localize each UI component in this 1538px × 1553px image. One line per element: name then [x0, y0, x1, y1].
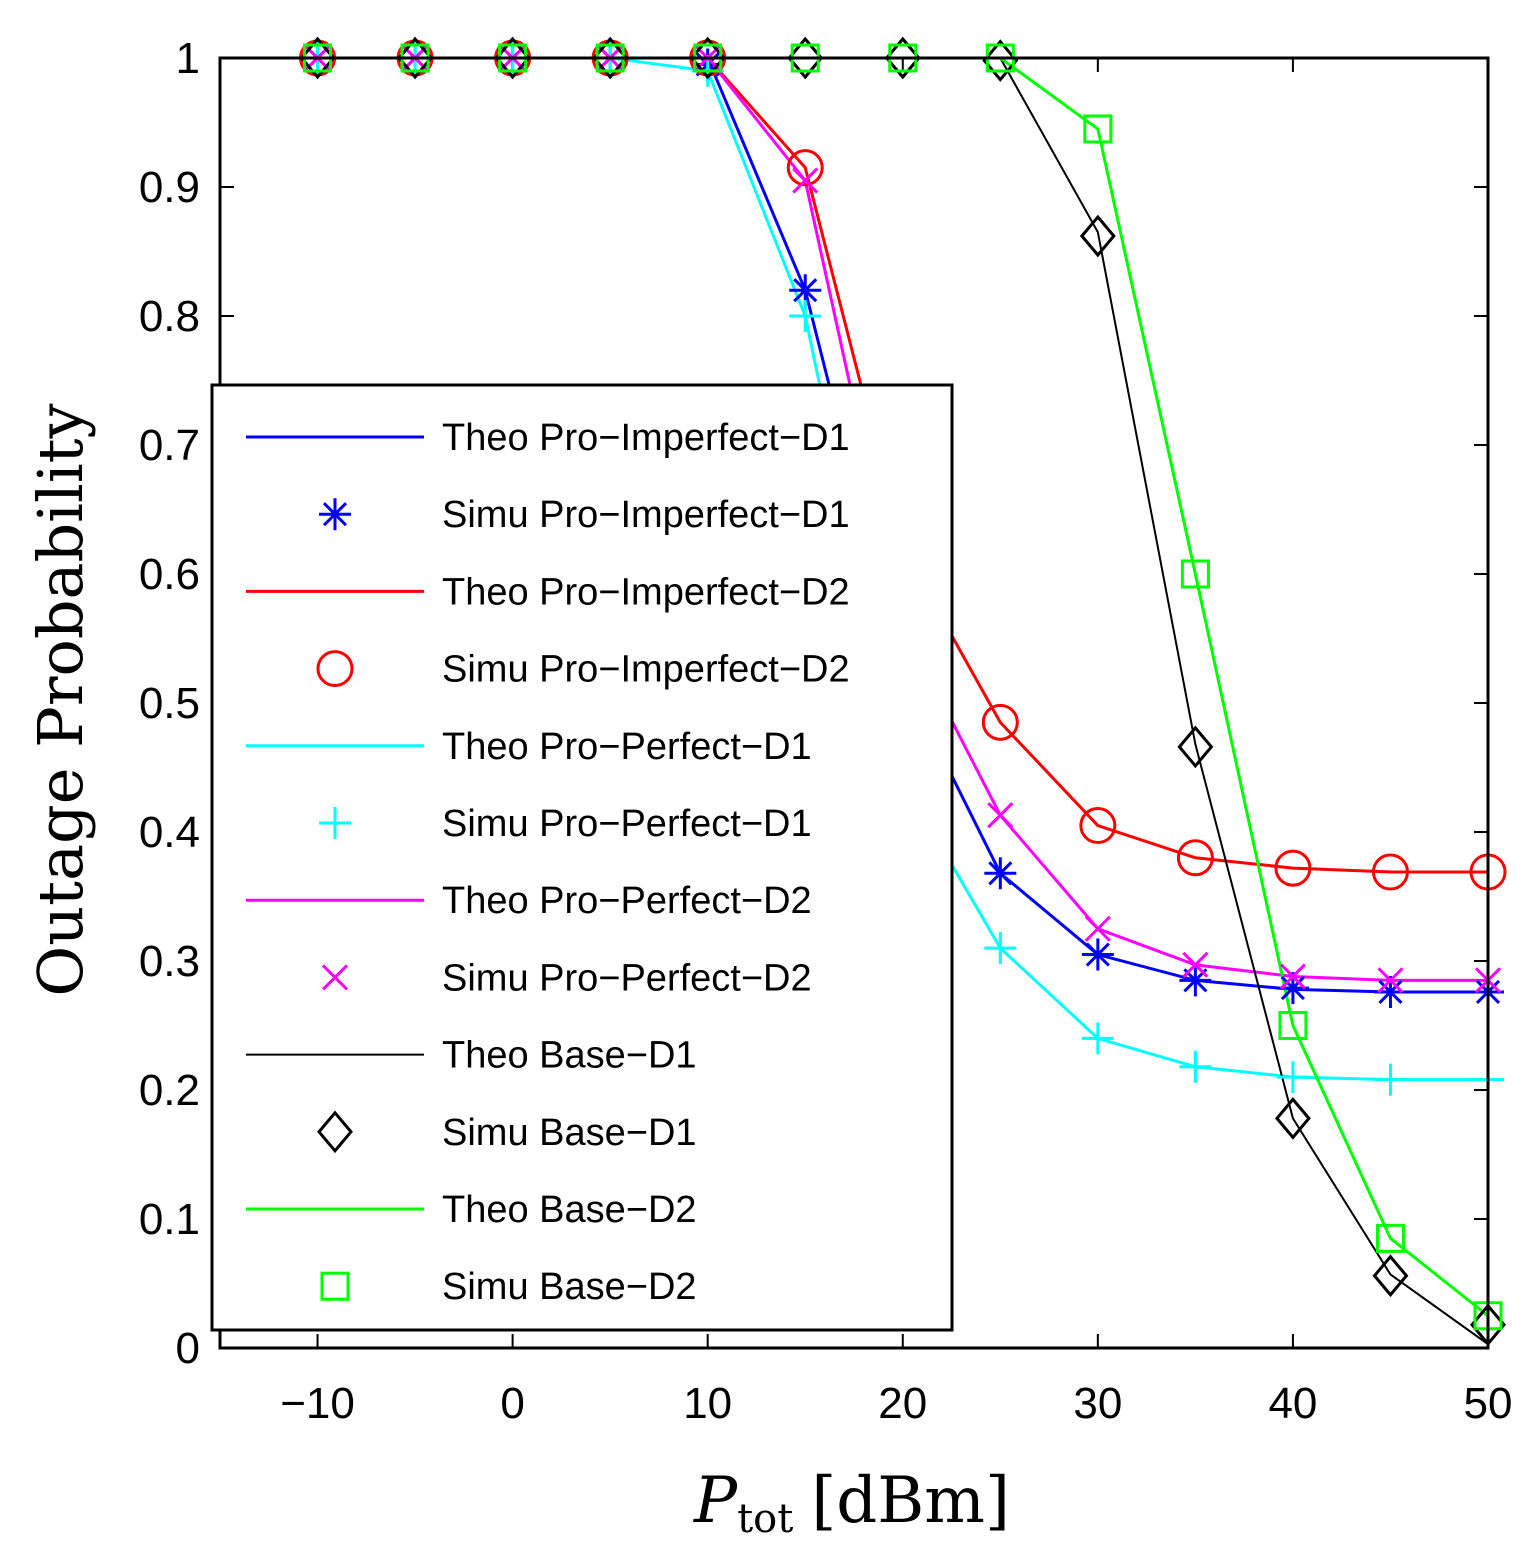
data-point-simu-pro-perfect-d1	[1081, 1022, 1114, 1055]
x-tick-label: 40	[1268, 1379, 1317, 1428]
data-point-simu-base-d1	[689, 36, 726, 80]
series-line-theo-base-d2	[220, 58, 1488, 1317]
y-tick-label: 0.2	[139, 1066, 200, 1115]
data-point-simu-pro-perfect-d2	[1377, 967, 1404, 994]
data-point-simu-pro-imperfect-d1	[1179, 964, 1212, 997]
data-point-simu-base-d1	[1177, 725, 1214, 769]
x-tick-label: 20	[878, 1379, 927, 1428]
x-axis-title-sub: tot	[737, 1496, 793, 1542]
x-axis-title-main: P	[693, 1464, 738, 1538]
x-tick-label: −10	[280, 1379, 355, 1428]
legend-label-theo-pro-imperfect-d2: Theo Pro−Imperfect−D2	[442, 571, 850, 613]
data-point-simu-pro-perfect-d2	[1279, 963, 1306, 990]
data-point-simu-pro-perfect-d1	[1374, 1063, 1407, 1096]
y-tick-label: 0.7	[139, 421, 200, 470]
data-point-simu-base-d1	[982, 39, 1019, 82]
series-line-theo-base-d1	[220, 58, 1488, 1345]
data-point-simu-pro-imperfect-d1	[1081, 938, 1114, 971]
data-point-simu-pro-imperfect-d1	[789, 274, 822, 307]
x-tick-label: 30	[1073, 1379, 1122, 1428]
legend-label-theo-base-d2: Theo Base−D2	[442, 1189, 697, 1231]
data-point-simu-base-d1	[1274, 1097, 1311, 1140]
data-point-simu-base-d1	[1079, 214, 1116, 258]
legend-label-simu-pro-perfect-d1: Simu Pro−Perfect−D1	[442, 803, 812, 845]
data-point-simu-pro-perfect-d2	[1182, 951, 1209, 978]
data-point-simu-pro-imperfect-d2	[1274, 849, 1312, 887]
x-tick-label: 50	[1464, 1379, 1513, 1428]
data-point-simu-pro-perfect-d1	[1276, 1061, 1309, 1094]
legend-label-simu-base-d2: Simu Base−D2	[442, 1266, 697, 1308]
data-point-simu-base-d2	[1278, 1011, 1308, 1040]
data-point-simu-base-d1	[592, 36, 629, 80]
legend-label-simu-pro-imperfect-d2: Simu Pro−Imperfect−D2	[442, 649, 850, 691]
legend-label-simu-pro-imperfect-d1: Simu Pro−Imperfect−D1	[442, 494, 850, 536]
data-point-simu-base-d1	[884, 36, 921, 80]
legend-label-simu-pro-perfect-d2: Simu Pro−Perfect−D2	[442, 957, 812, 999]
data-point-simu-pro-perfect-d2	[987, 802, 1014, 829]
data-point-simu-pro-imperfect-d1	[984, 857, 1017, 890]
legend-label-theo-pro-perfect-d2: Theo Pro−Perfect−D2	[442, 880, 812, 922]
data-point-simu-base-d1	[494, 36, 531, 80]
data-point-simu-base-d2	[1375, 1223, 1405, 1253]
data-point-simu-pro-perfect-d2	[792, 167, 819, 194]
data-point-simu-pro-imperfect-d2	[1079, 807, 1117, 845]
y-tick-label: 0.1	[139, 1195, 200, 1244]
y-tick-label: 0.4	[139, 808, 200, 857]
y-axis-title: Outage Probability	[24, 403, 97, 996]
data-point-simu-pro-imperfect-d1	[1374, 975, 1407, 1008]
y-tick-label: 0	[176, 1324, 200, 1373]
data-point-simu-pro-imperfect-d2	[786, 149, 824, 187]
legend-label-theo-pro-imperfect-d1: Theo Pro−Imperfect−D1	[442, 417, 850, 459]
x-axis-title: Ptot [dBm]	[693, 1464, 1010, 1542]
y-tick-label: 1	[176, 34, 200, 83]
x-tick-label: 10	[683, 1379, 732, 1428]
data-point-simu-pro-perfect-d1	[1179, 1050, 1212, 1083]
data-point-simu-base-d2	[1180, 559, 1210, 589]
legend-label-simu-base-d1: Simu Base−D1	[442, 1112, 697, 1154]
x-tick-label: 0	[500, 1379, 524, 1428]
data-point-simu-base-d1	[299, 36, 336, 80]
legend-label-theo-base-d1: Theo Base−D1	[442, 1035, 697, 1077]
legend-swatch-simu-pro-imperfect-d2	[316, 650, 354, 688]
y-tick-label: 0.8	[139, 292, 200, 341]
legend-label-theo-pro-perfect-d1: Theo Pro−Perfect−D1	[442, 726, 812, 768]
data-point-simu-pro-perfect-d1	[789, 300, 822, 332]
legend-swatch-simu-pro-perfect-d1	[319, 807, 351, 839]
data-point-simu-base-d2	[1083, 114, 1113, 144]
data-point-simu-pro-imperfect-d2	[981, 703, 1019, 741]
data-point-simu-pro-imperfect-d2	[1371, 853, 1409, 891]
legend-swatch-simu-pro-imperfect-d1	[319, 498, 351, 531]
data-point-simu-base-d1	[787, 36, 824, 80]
data-point-simu-pro-imperfect-d2	[1176, 839, 1214, 877]
legend-swatch-simu-pro-perfect-d2	[321, 964, 349, 991]
legend-box	[210, 383, 954, 1332]
data-point-simu-pro-perfect-d2	[1084, 915, 1111, 942]
y-tick-label: 0.5	[139, 679, 200, 728]
y-tick-label: 0.6	[139, 550, 200, 599]
legend: Theo Pro−Imperfect−D1 Simu Pro−Imperfect−…	[210, 383, 954, 1332]
y-tick-label: 0.3	[139, 937, 200, 986]
legend-swatch-simu-base-d1	[317, 1110, 353, 1154]
data-point-simu-base-d1	[1372, 1254, 1409, 1298]
data-point-simu-base-d1	[397, 36, 434, 80]
legend-swatch-simu-base-d2	[320, 1271, 350, 1301]
x-axis-title-unit: [dBm]	[811, 1464, 1010, 1538]
y-tick-label: 0.9	[139, 163, 200, 212]
data-point-simu-pro-imperfect-d1	[1276, 972, 1309, 1005]
data-point-simu-pro-perfect-d1	[984, 932, 1017, 965]
axis-ticks: −10 0 10 20 30 40 50 0 0.1 0.2 0.3 0.4 0.5 0.6 0.7 0.8 0…	[139, 34, 1513, 1428]
